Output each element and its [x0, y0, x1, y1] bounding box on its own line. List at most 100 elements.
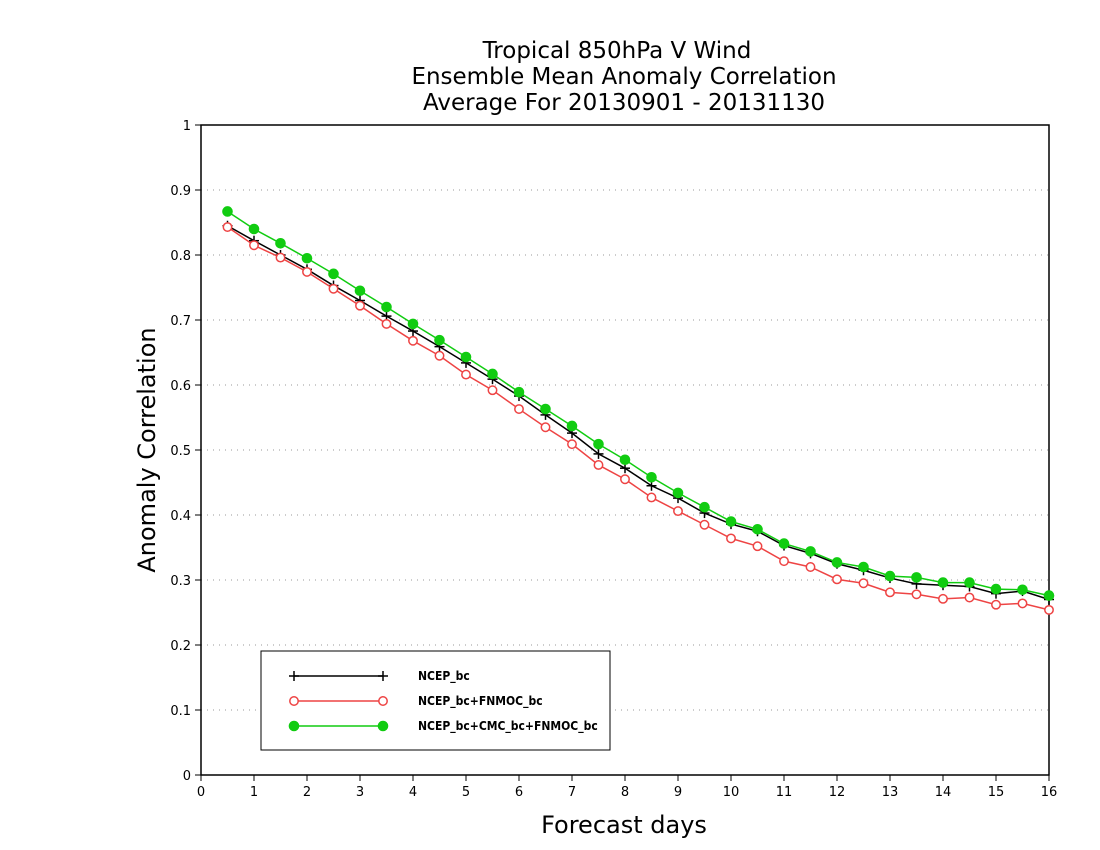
legend-item: NCEP_bc	[289, 669, 470, 684]
data-point	[248, 223, 260, 235]
data-point	[964, 577, 975, 588]
x-tick-label: 11	[776, 785, 793, 800]
data-point	[381, 301, 392, 313]
data-point	[726, 533, 736, 544]
y-tick-label: 0.1	[170, 704, 191, 719]
data-point	[513, 386, 525, 398]
legend-marker	[377, 720, 389, 732]
data-point	[991, 599, 1001, 610]
data-point	[646, 472, 657, 483]
y-tick-label: 0.9	[170, 184, 191, 199]
x-tick-label: 6	[515, 785, 523, 800]
data-point	[778, 538, 790, 549]
y-axis-title: Anomaly Correlation	[133, 327, 161, 572]
data-point	[911, 589, 922, 600]
legend-marker	[378, 696, 388, 706]
x-axis-title: Forecast days	[541, 811, 707, 839]
data-point	[884, 570, 896, 582]
x-tick-label: 2	[303, 785, 311, 800]
data-point	[381, 318, 392, 329]
legend-item: NCEP_bc+FNMOC_bc	[289, 694, 543, 709]
data-point	[487, 368, 498, 380]
y-tick-label: 0.2	[170, 639, 191, 654]
data-point	[805, 546, 816, 557]
data-point	[620, 474, 630, 485]
x-tick-label: 12	[829, 785, 846, 800]
x-tick-label: 14	[935, 785, 952, 800]
data-point	[885, 587, 895, 598]
y-tick-label: 0.4	[170, 509, 191, 524]
series-line	[227, 225, 1050, 601]
x-tick-label: 8	[621, 785, 629, 800]
data-point	[514, 404, 524, 414]
chart-title: Tropical 850hPa V Wind Ensemble Mean Ano…	[411, 38, 836, 116]
data-point	[302, 266, 312, 277]
data-point	[355, 300, 365, 311]
data-point	[1017, 598, 1028, 609]
data-point	[990, 583, 1002, 595]
series-1	[222, 222, 1054, 615]
data-point	[434, 334, 445, 346]
x-tick-label: 10	[723, 785, 740, 800]
legend-label: NCEP_bc+CMC_bc+FNMOC_bc	[418, 719, 598, 734]
data-point	[1043, 590, 1055, 601]
data-point	[858, 561, 869, 573]
y-tick-label: 0.8	[170, 249, 191, 264]
legend-marker	[289, 671, 299, 681]
x-tick-label: 16	[1041, 785, 1058, 800]
legend-item: NCEP_bc+CMC_bc+FNMOC_bc	[288, 719, 598, 734]
x-tick-label: 4	[409, 785, 417, 800]
data-point	[593, 460, 604, 470]
x-tick-label: 0	[197, 785, 205, 800]
data-point	[673, 506, 683, 517]
data-point	[487, 385, 498, 396]
data-point	[858, 578, 869, 589]
series-0	[222, 220, 1054, 605]
x-axis-ticks: 0 1 2 3 4 5 6 7 8 9 10 11 12 13 14 15 16	[197, 775, 1057, 800]
series-line	[227, 210, 1050, 597]
series-2	[222, 206, 1055, 601]
data-point	[672, 487, 684, 499]
y-tick-label: 0.7	[170, 314, 191, 329]
data-point	[354, 285, 366, 297]
data-point	[831, 557, 843, 568]
y-axis-ticks: 0 0.1 0.2 0.3 0.4 0.5 0.6 0.7 0.8 0.9 1	[170, 119, 201, 784]
data-point	[275, 252, 286, 263]
data-point	[301, 252, 313, 264]
title-line-1: Tropical 850hPa V Wind	[482, 38, 752, 64]
data-point	[434, 350, 445, 361]
data-point	[461, 369, 471, 380]
data-point	[699, 501, 710, 513]
data-point	[938, 593, 948, 604]
y-tick-label: 1	[183, 119, 191, 134]
data-point	[328, 283, 339, 294]
legend-label: NCEP_bc	[418, 669, 470, 684]
data-point	[408, 335, 418, 346]
data-point	[1017, 584, 1028, 596]
legend: NCEP_bc NCEP_bc+FNMOC_bc NCEP_bc+CMC_bc+FN…	[260, 650, 611, 751]
data-point	[566, 420, 578, 432]
data-point	[911, 572, 922, 583]
data-point	[832, 574, 842, 585]
data-point	[328, 268, 339, 280]
series-layer	[222, 206, 1055, 615]
y-gridlines	[201, 189, 1049, 711]
data-point	[222, 222, 233, 233]
data-point	[567, 439, 577, 450]
y-tick-label: 0.3	[170, 574, 191, 589]
data-point	[964, 592, 975, 603]
x-tick-label: 5	[462, 785, 470, 800]
data-point	[699, 519, 710, 530]
legend-label: NCEP_bc+FNMOC_bc	[418, 694, 543, 709]
data-point	[752, 541, 763, 552]
data-point	[249, 240, 259, 251]
title-line-3: Average For 20130901 - 20131130	[423, 90, 825, 116]
legend-marker	[289, 696, 299, 706]
data-point	[593, 448, 604, 459]
legend-marker	[288, 720, 300, 732]
data-point	[619, 454, 631, 466]
data-point	[752, 524, 763, 535]
data-point	[407, 318, 419, 330]
y-tick-label: 0	[183, 769, 191, 784]
